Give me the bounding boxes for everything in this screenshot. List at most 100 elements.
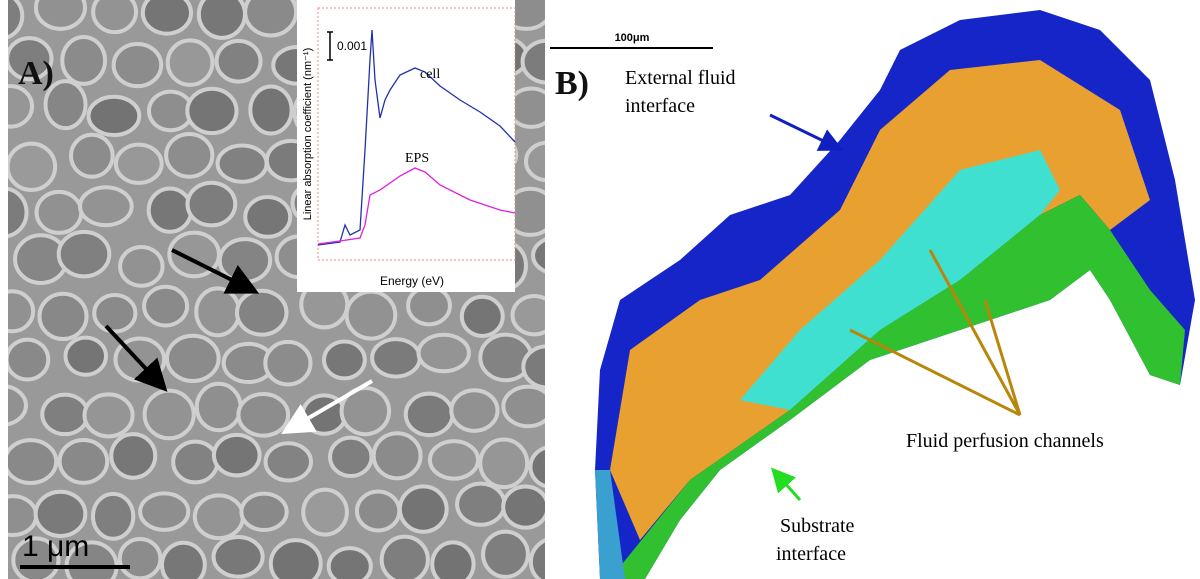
cell (400, 486, 447, 531)
panel-b: 100μm B) External fluid interface Fluid … (550, 10, 1195, 579)
cell (408, 287, 450, 325)
annotation: Substrate (780, 515, 855, 537)
cell (114, 44, 162, 86)
cell (357, 492, 399, 531)
cell (530, 447, 571, 487)
cell (324, 341, 365, 378)
cell (7, 340, 49, 380)
cell (60, 440, 108, 483)
panel-label: B) (555, 65, 589, 102)
cell (513, 296, 556, 334)
cell (503, 486, 547, 527)
cell (36, 0, 85, 29)
cell (5, 440, 56, 483)
series-label: cell (420, 67, 440, 82)
cell (197, 384, 241, 430)
cell (329, 548, 371, 579)
cell (62, 37, 105, 84)
cell (42, 395, 88, 435)
cell (214, 537, 263, 577)
annotation: interface (625, 95, 695, 117)
cell (217, 41, 261, 82)
cell (120, 247, 162, 286)
x-axis-label: Energy (eV) (380, 274, 444, 288)
cell (199, 0, 245, 38)
cell (509, 88, 554, 126)
cell (214, 435, 260, 476)
cell (196, 288, 239, 335)
cell (526, 143, 568, 181)
cell (111, 434, 155, 478)
cell (143, 0, 191, 34)
cell (372, 339, 420, 377)
cell (195, 495, 243, 538)
cell (237, 291, 287, 335)
scale-bar-label: 100μm (615, 32, 650, 44)
scale-bar-label: 1 μm (22, 530, 89, 563)
arrow (775, 472, 800, 500)
cell (457, 484, 504, 525)
cell (432, 542, 473, 579)
cell (330, 438, 371, 476)
annotation: External fluid (625, 67, 736, 89)
cell (374, 433, 421, 478)
cell (65, 338, 106, 375)
cell (238, 394, 288, 436)
cell (266, 443, 311, 480)
cell (59, 232, 110, 277)
cell (144, 287, 187, 326)
cell (167, 336, 219, 381)
cell (168, 40, 213, 84)
cell (145, 391, 194, 439)
cell (503, 387, 552, 427)
cell (120, 539, 161, 578)
cell (382, 537, 428, 579)
cell (406, 394, 453, 436)
cell (89, 97, 140, 135)
annotation: interface (776, 543, 846, 565)
cell (303, 490, 347, 535)
cell (265, 342, 310, 385)
cell (451, 390, 497, 431)
cell (84, 394, 132, 436)
cell (218, 145, 267, 181)
series-label: EPS (405, 151, 429, 166)
cell (188, 183, 236, 226)
cell (94, 295, 135, 332)
panel-a: A) 1 μm Linear absorption coefficient (n… (0, 0, 582, 579)
cell (0, 86, 32, 126)
cell (71, 135, 113, 177)
cell (430, 441, 478, 478)
cell (149, 189, 192, 232)
cell (271, 540, 321, 579)
cell (37, 192, 82, 233)
cell (116, 145, 162, 183)
panel-label: A) (18, 55, 54, 92)
scale-label: 0.001 (337, 39, 367, 53)
cell (173, 442, 217, 483)
cell (187, 89, 236, 133)
cell (419, 335, 469, 372)
cell (166, 134, 212, 177)
cell (80, 187, 132, 225)
cell (245, 0, 296, 35)
cell (162, 543, 205, 579)
cell (0, 188, 27, 236)
cell (347, 292, 396, 339)
cell (8, 144, 56, 190)
cell (93, 494, 133, 539)
cell (523, 346, 571, 387)
cell (480, 440, 527, 488)
y-axis-label: Linear absorption coefficient (nm⁻¹) (302, 48, 314, 221)
cell (39, 294, 86, 339)
cell (140, 493, 188, 530)
annotation: Fluid perfusion channels (906, 430, 1104, 452)
cell (531, 538, 582, 579)
cell (245, 197, 290, 237)
cell (93, 0, 136, 32)
cell (533, 237, 581, 273)
cell (250, 86, 291, 133)
cell (241, 494, 286, 530)
arrow (770, 115, 838, 148)
cell (462, 297, 503, 336)
